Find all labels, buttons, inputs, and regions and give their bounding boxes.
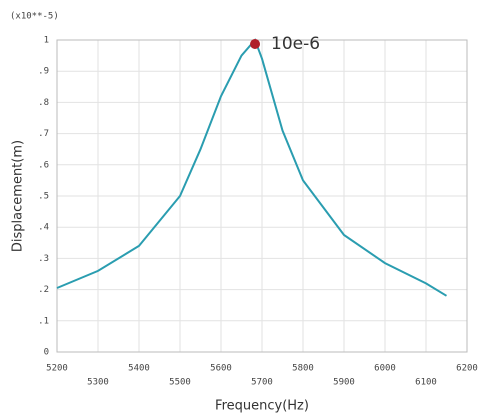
y-tick-label: .6 [38,160,49,170]
x-tick-label: 5900 [333,378,355,388]
x-tick-label: 5400 [128,364,150,374]
y-tick-label: .1 [38,316,49,326]
annotation-point [250,39,261,49]
y-tick-label: .3 [38,254,49,264]
y-tick-label: 0 [44,348,49,358]
y-tick-label: .9 [38,67,49,77]
plot-frame [56,39,468,353]
y-axis-label: Displacement(m) [11,140,26,252]
multiplier: (x10**-5) [10,12,59,22]
y-tick-label: .4 [38,223,49,233]
x-tick-label: 6100 [415,378,437,388]
x-tick-label: 5300 [87,378,109,388]
line [56,38,448,297]
annotation: 10e-6 [271,34,320,54]
x-tick-label: 5500 [169,378,191,388]
y-tick-label: .2 [38,285,49,295]
x-tick-label: 5700 [251,378,273,388]
y-tick-label: .5 [38,192,49,202]
x-tick-label: 6000 [374,364,396,374]
x-tick-label: 5800 [292,364,314,374]
x-tick-label: 6200 [456,364,478,374]
x-axis-label: Frequency(Hz) [215,399,309,414]
x-tick-label: 5600 [210,364,232,374]
y-tick-label: .7 [38,129,49,139]
y-tick-label: 1 [44,36,49,46]
x-tick-label: 5200 [46,364,68,374]
y-tick-label: .8 [38,98,49,108]
